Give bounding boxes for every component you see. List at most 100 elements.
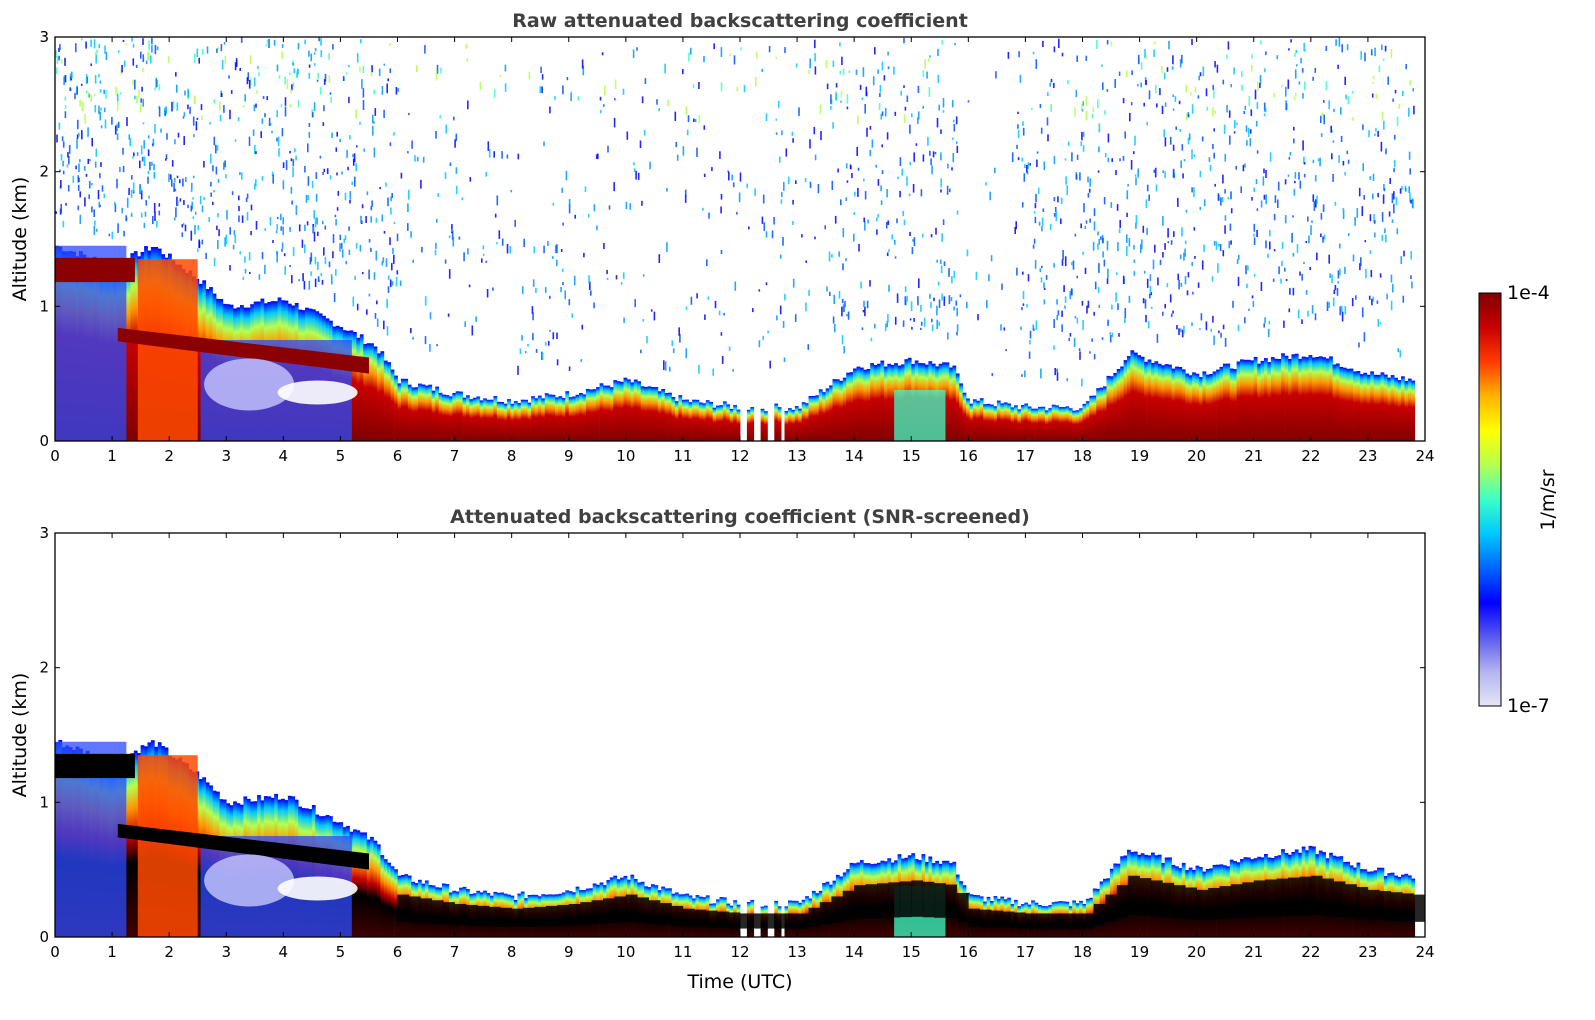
noise-pixel [1024, 164, 1026, 168]
noise-pixel [955, 116, 958, 125]
noise-pixel [436, 344, 438, 347]
noise-pixel [1054, 368, 1056, 376]
noise-pixel [1326, 301, 1329, 311]
layer-column [661, 389, 665, 441]
noise-pixel [1153, 169, 1156, 173]
layer-column [366, 343, 371, 441]
noise-pixel [676, 154, 679, 161]
noise-pixel [453, 116, 455, 121]
layer-column [592, 389, 597, 441]
layer-column [948, 367, 953, 441]
noise-pixel [582, 65, 585, 76]
noise-pixel [1041, 217, 1044, 226]
noise-pixel [866, 127, 868, 137]
noise-pixel [1178, 328, 1180, 336]
noise-pixel [312, 226, 315, 234]
noise-pixel [825, 60, 828, 69]
layer-column [363, 344, 367, 441]
layer-column [716, 405, 720, 441]
layer-column [1151, 363, 1155, 441]
noise-pixel [938, 321, 940, 327]
noise-pixel [463, 252, 465, 262]
noise-pixel [278, 148, 280, 157]
noise-pixel [458, 236, 461, 240]
noise-pixel [1111, 332, 1114, 337]
layer-column [551, 394, 556, 441]
noise-pixel [1281, 260, 1283, 267]
saturated-core [591, 900, 604, 924]
noise-pixel [814, 53, 816, 62]
noise-pixel [1381, 44, 1383, 50]
noise-pixel [672, 348, 675, 354]
noise-pixel [967, 100, 970, 103]
noise-pixel [1106, 278, 1109, 285]
noise-pixel [291, 275, 293, 284]
noise-pixel [734, 281, 737, 291]
noise-pixel [955, 300, 958, 306]
raw-aerosol-layer [55, 245, 1416, 441]
noise-pixel [393, 132, 395, 136]
noise-pixel [158, 210, 161, 216]
layer-column [376, 844, 381, 937]
layer-column [1226, 363, 1231, 441]
clear-pocket [204, 358, 295, 411]
noise-pixel [1325, 81, 1328, 91]
noise-pixel [1369, 214, 1372, 222]
layer-column [1031, 408, 1035, 441]
noise-pixel [641, 96, 644, 104]
noise-pixel [313, 63, 316, 66]
noise-pixel [389, 68, 392, 73]
noise-pixel [1344, 306, 1347, 315]
noise-pixel [414, 155, 416, 162]
noise-pixel [422, 156, 425, 163]
noise-pixel [150, 55, 152, 64]
noise-pixel [1152, 259, 1155, 270]
layer-column [126, 754, 131, 937]
noise-pixel [1209, 164, 1212, 172]
noise-pixel [1058, 38, 1060, 48]
noise-pixel [212, 201, 214, 206]
layer-column [1243, 359, 1248, 441]
noise-pixel [1001, 283, 1003, 290]
noise-pixel [1224, 215, 1227, 221]
noise-pixel [908, 193, 911, 197]
noise-pixel [740, 47, 742, 51]
noise-pixel [1021, 202, 1024, 208]
noise-pixel [543, 245, 545, 254]
noise-pixel [1082, 101, 1084, 106]
noise-pixel [1237, 276, 1240, 287]
noise-pixel [599, 96, 602, 101]
noise-pixel [1101, 64, 1103, 67]
x-tick-label: 7 [450, 447, 460, 465]
noise-pixel [363, 148, 365, 152]
noise-pixel [216, 48, 218, 53]
noise-pixel [1076, 154, 1079, 160]
noise-pixel [153, 163, 155, 171]
noise-pixel [72, 175, 75, 183]
layer-column [1205, 374, 1210, 441]
noise-pixel [531, 306, 534, 314]
noise-pixel [1303, 162, 1306, 165]
x-tick-label: 19 [1130, 943, 1149, 961]
noise-pixel [731, 174, 733, 181]
noise-pixel [171, 101, 173, 112]
noise-pixel [580, 359, 583, 362]
noise-pixel [313, 102, 316, 111]
noise-pixel [386, 298, 388, 309]
noise-pixel [129, 137, 131, 147]
layer-column [846, 372, 850, 441]
noise-pixel [381, 261, 384, 266]
noise-pixel [943, 296, 946, 306]
noise-pixel [103, 89, 105, 95]
noise-pixel [291, 200, 293, 205]
noise-pixel [784, 293, 786, 301]
layer-column [428, 384, 433, 441]
noise-pixel [1296, 244, 1299, 253]
noise-pixel [1319, 157, 1321, 167]
noise-pixel [62, 160, 64, 167]
layer-column [764, 411, 768, 441]
noise-pixel [729, 53, 731, 57]
noise-pixel [244, 256, 246, 263]
noise-pixel [373, 89, 375, 95]
noise-pixel [743, 85, 746, 93]
